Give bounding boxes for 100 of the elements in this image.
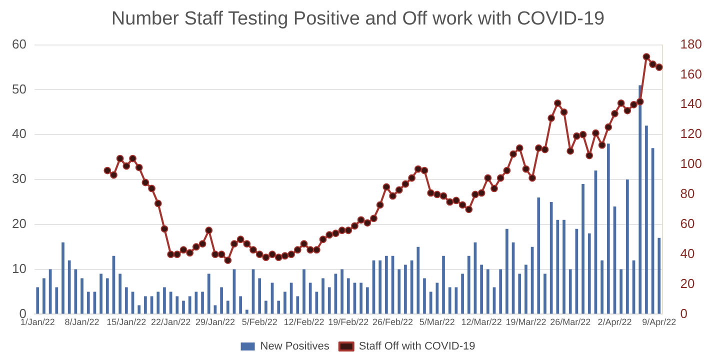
bar xyxy=(645,126,648,314)
bar xyxy=(182,300,185,314)
x-tick-label: 8/Jan/22 xyxy=(64,317,100,328)
bar xyxy=(36,287,40,314)
legend-label: Staff Off with COVID-19 xyxy=(358,340,476,353)
bar xyxy=(506,228,508,314)
bar xyxy=(582,184,584,314)
x-tick-label: 12/Feb/22 xyxy=(284,317,324,328)
bar xyxy=(163,287,166,314)
bar xyxy=(144,296,147,314)
bar xyxy=(600,260,604,314)
bar xyxy=(68,260,71,314)
bar xyxy=(42,278,46,314)
bar xyxy=(556,220,560,314)
bar xyxy=(448,287,452,314)
bar xyxy=(239,296,242,314)
bar xyxy=(226,300,230,314)
bar xyxy=(550,202,553,314)
bar xyxy=(258,278,262,314)
bar xyxy=(537,197,540,314)
bar xyxy=(296,296,300,314)
bar xyxy=(442,256,445,314)
bar xyxy=(366,287,369,314)
bar xyxy=(524,264,528,314)
bar xyxy=(385,256,388,314)
x-tick-label: 19/Mar/22 xyxy=(506,317,546,328)
bar xyxy=(220,287,223,314)
bar xyxy=(55,287,58,314)
bar xyxy=(245,310,248,314)
bar xyxy=(176,296,179,314)
bar xyxy=(499,269,502,314)
bar xyxy=(658,238,661,314)
bar xyxy=(416,246,420,314)
y2-tick-label: 60 xyxy=(680,216,695,231)
y2-tick-label: 120 xyxy=(680,126,702,142)
y-tick-label: 30 xyxy=(12,171,26,186)
y2-tick-label: 80 xyxy=(680,186,695,202)
x-tick-label: 12/Mar/22 xyxy=(461,317,502,328)
bar xyxy=(156,292,160,314)
y2-tick-label: 180 xyxy=(680,36,702,52)
x-tick-label: 1/Jan/22 xyxy=(20,317,55,328)
bar xyxy=(562,220,566,314)
x-tick-label: 15/Jan/22 xyxy=(106,317,146,328)
legend-label: New Positives xyxy=(260,340,330,353)
y2-tick-label: 40 xyxy=(680,246,695,261)
y2-tick-label: 160 xyxy=(680,66,702,82)
bar xyxy=(606,144,610,314)
bar xyxy=(467,256,470,314)
bar xyxy=(277,300,280,314)
bar xyxy=(588,233,591,314)
bar xyxy=(436,282,439,314)
x-tick-label: 26/Mar/22 xyxy=(550,317,591,328)
y2-tick-label: 0 xyxy=(680,306,688,321)
x-tick-label: 5/Feb/22 xyxy=(242,317,278,328)
x-tick-label: 2/Apr/22 xyxy=(598,317,632,328)
y-tick-label: 40 xyxy=(12,126,26,142)
bar xyxy=(80,278,84,314)
bar xyxy=(106,278,109,314)
x-tick-label: 29/Jan/22 xyxy=(195,317,235,328)
bar xyxy=(124,287,128,314)
y2-tick-label: 140 xyxy=(680,96,702,112)
bar xyxy=(322,278,324,314)
y-tick-label: 60 xyxy=(12,36,26,52)
bar xyxy=(568,269,572,314)
bar xyxy=(118,274,122,314)
bar xyxy=(201,292,204,314)
bar xyxy=(100,274,102,314)
x-tick-label: 5/Mar/22 xyxy=(419,317,455,328)
y-tick-label: 10 xyxy=(12,260,26,276)
bar xyxy=(423,278,426,314)
bar xyxy=(302,269,306,314)
y2-tick-label: 100 xyxy=(680,156,702,172)
bar xyxy=(346,278,350,314)
chart-title: Number Staff Testing Positive and Off work with COVID-19 xyxy=(111,8,605,30)
bar xyxy=(308,282,312,314)
bar xyxy=(518,274,522,314)
bar xyxy=(207,274,210,314)
bar xyxy=(404,264,407,314)
bar xyxy=(626,180,629,314)
x-tick-label: 26/Feb/22 xyxy=(372,317,414,328)
bar xyxy=(284,292,286,314)
bar xyxy=(378,260,382,314)
bar xyxy=(264,300,268,314)
x-tick-label: 9/Apr/22 xyxy=(642,317,676,328)
bar xyxy=(340,269,344,314)
bar xyxy=(398,269,401,314)
y2-tick-label: 20 xyxy=(680,276,695,291)
bar xyxy=(480,264,483,314)
y-tick-label: 50 xyxy=(12,81,26,96)
bar xyxy=(544,274,546,314)
x-tick-label: 19/Feb/22 xyxy=(328,317,369,328)
bar xyxy=(315,292,318,314)
bar xyxy=(138,305,141,314)
bar xyxy=(360,282,362,314)
bar xyxy=(188,296,192,314)
bar xyxy=(620,269,623,314)
bar xyxy=(86,292,90,314)
bar xyxy=(486,269,490,314)
x-tick-label: 22/Jan/22 xyxy=(151,317,191,328)
bar xyxy=(429,292,432,314)
